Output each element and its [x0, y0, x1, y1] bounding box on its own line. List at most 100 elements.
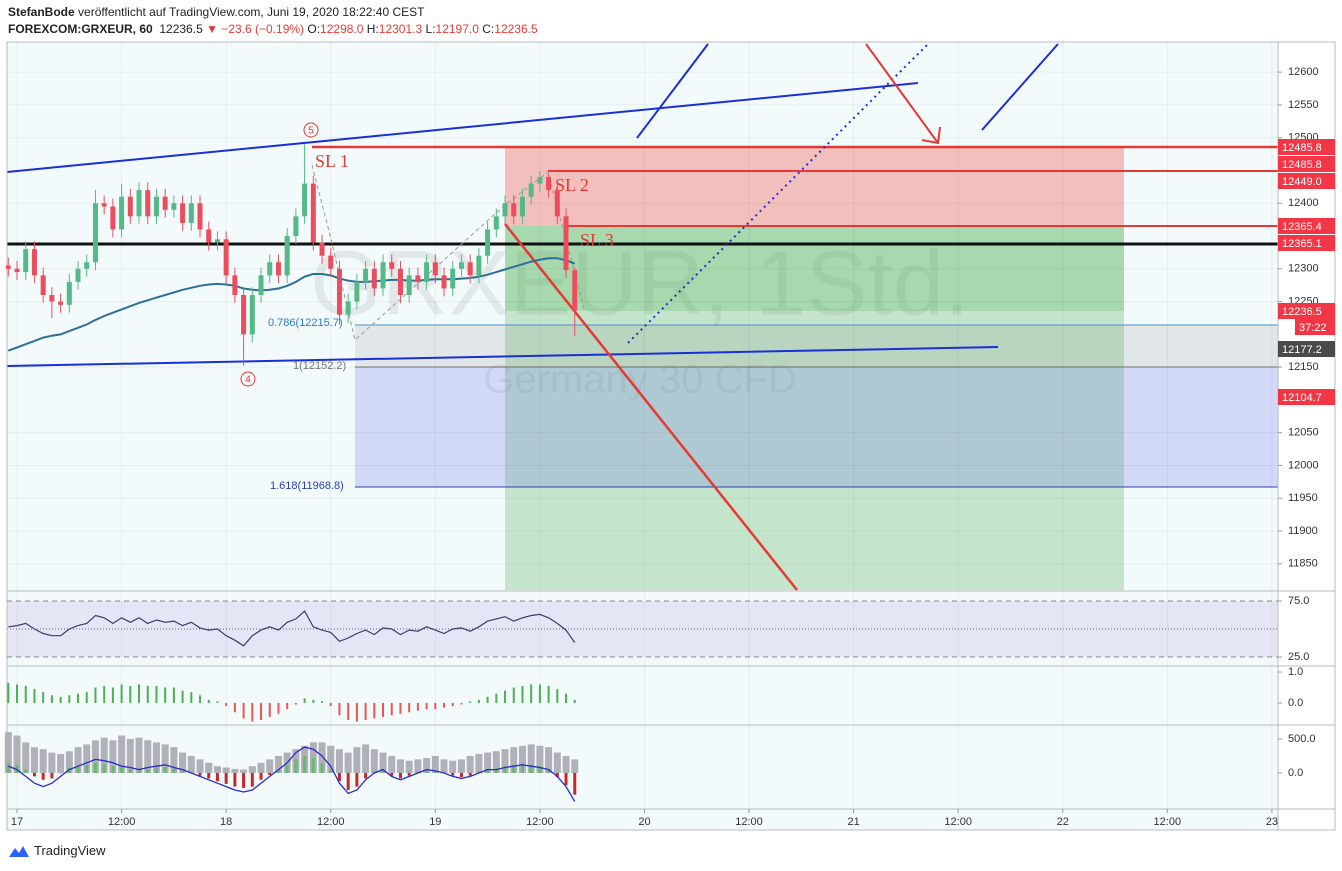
volume-bar: [48, 752, 56, 773]
histogram-bar: [146, 685, 149, 703]
histogram-bar: [129, 685, 132, 703]
delta-bar: [468, 772, 472, 776]
price-label-box: [1278, 173, 1335, 189]
volume-bar: [431, 755, 439, 773]
candle-body: [49, 295, 55, 302]
delta-bar: [15, 764, 19, 773]
delta-bar: [486, 768, 490, 773]
price-label-box: [1278, 218, 1335, 234]
delta-bar: [372, 771, 376, 773]
target-zone: [505, 311, 1124, 590]
candle-body: [23, 249, 29, 273]
volume-bar: [161, 744, 169, 773]
histogram-bar: [425, 702, 428, 710]
candle-body: [371, 268, 377, 289]
candle-body: [153, 196, 159, 217]
histogram-bar: [451, 702, 454, 707]
candle-body: [432, 262, 438, 276]
fib-zone: [355, 367, 1278, 487]
delta-bar: [433, 771, 437, 773]
volume-bar: [30, 747, 38, 773]
volume-bar: [327, 745, 335, 773]
delta-bar: [529, 764, 533, 773]
price-label: 12485.8: [1282, 159, 1322, 171]
candle-body: [415, 275, 421, 282]
volume-bar: [83, 744, 91, 773]
wave-label: 4: [245, 375, 251, 386]
candle-body: [249, 295, 255, 335]
histogram-bar: [216, 701, 219, 703]
volume-bar: [379, 752, 387, 773]
volume-bar: [396, 759, 404, 773]
symbol: FOREXCOM:GRXEUR, 60: [8, 22, 153, 36]
price-label: 12365.4: [1282, 221, 1322, 233]
histogram-bar: [190, 692, 193, 703]
candle-body: [84, 262, 90, 269]
logo: [9, 845, 29, 857]
histogram-bar: [242, 702, 245, 719]
histogram-bar: [495, 693, 498, 703]
delta-bar: [547, 768, 551, 773]
volume-bar: [4, 732, 12, 773]
candle-body: [406, 275, 412, 296]
volume-bar: [449, 760, 457, 773]
volume-bar: [440, 759, 448, 773]
delta-bar: [146, 768, 150, 773]
delta-bar: [538, 766, 542, 773]
signal-line: [8, 746, 576, 802]
y-tick-label: 12300: [1288, 263, 1319, 275]
delta-bar: [120, 767, 124, 773]
indicator-line: [8, 610, 576, 647]
arrow-line: [865, 43, 939, 144]
histogram-bar: [547, 685, 550, 703]
candle-body: [363, 268, 369, 282]
delta-bar: [111, 766, 115, 773]
volume-bar: [13, 735, 21, 773]
histogram-bar: [24, 685, 27, 703]
footer-text: TradingView: [34, 843, 106, 858]
candle-body: [511, 203, 517, 217]
volume-bar: [571, 759, 579, 773]
candle-body: [119, 196, 125, 230]
candle-body: [450, 268, 456, 289]
volume-bar: [466, 755, 474, 773]
candle-body: [180, 203, 186, 223]
histogram-bar: [103, 685, 106, 703]
arrow-line: [504, 223, 798, 591]
histogram-bar: [233, 702, 236, 713]
candle-body: [127, 196, 133, 217]
y-tick-label: 12550: [1288, 99, 1319, 111]
price-label-box: [1295, 319, 1335, 335]
candle-body: [275, 262, 281, 276]
volume-bar: [231, 768, 239, 773]
candle-body: [75, 268, 81, 282]
x-tick-label: 23: [1266, 816, 1278, 828]
header-line: StefanBode veröffentlicht auf TradingVie…: [8, 4, 538, 21]
fib-label: 1(12152.2): [293, 360, 346, 372]
delta-bar: [276, 770, 280, 773]
histogram-bar: [164, 687, 167, 703]
y-tick-label: 12150: [1288, 361, 1319, 373]
sl-label: SL 2: [555, 175, 589, 195]
volume-bar: [240, 769, 248, 773]
candle-body: [14, 268, 20, 273]
volume-bar: [109, 740, 117, 773]
price-label: 12104.7: [1282, 392, 1322, 404]
delta-bar: [390, 772, 394, 776]
y-tick-label: 11850: [1288, 558, 1318, 570]
delta-bar: [311, 758, 315, 773]
volume-bar: [527, 744, 535, 773]
delta-bar: [41, 772, 45, 780]
candle-body: [546, 177, 552, 191]
histogram-bar: [138, 684, 141, 703]
volume-bar: [205, 762, 213, 773]
watermark-symbol: GRXEUR, 1Std.: [310, 232, 970, 334]
volume-bar: [135, 737, 143, 773]
trend-line: [6, 82, 919, 173]
delta-bar: [224, 772, 228, 784]
histogram-bar: [120, 684, 123, 703]
histogram-bar: [364, 702, 367, 720]
volume-bar: [74, 747, 82, 773]
ohlc-key: O:: [307, 22, 321, 36]
